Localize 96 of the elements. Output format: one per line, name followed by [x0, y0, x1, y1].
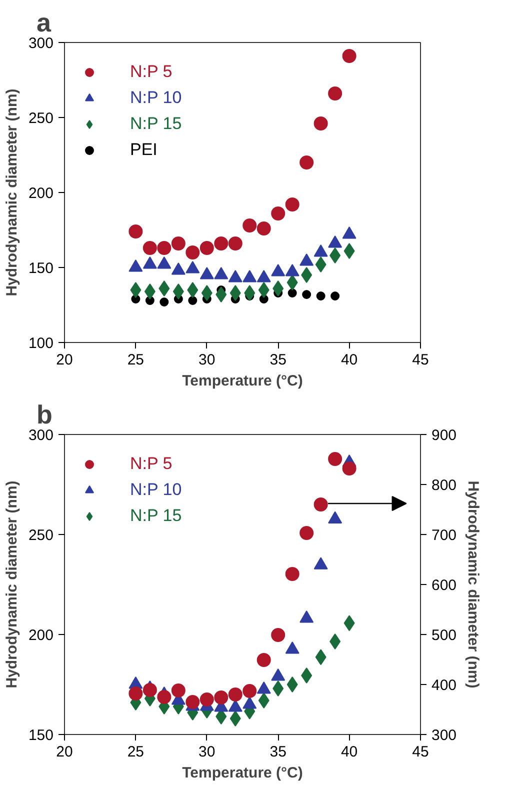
point [244, 285, 256, 301]
y2-tick-label: 300 [432, 727, 457, 744]
x-tick-label: 25 [127, 744, 144, 760]
point [130, 282, 142, 298]
x-tick-label: 20 [56, 352, 73, 368]
point [187, 282, 198, 298]
point [328, 86, 342, 100]
y2-tick-label: 700 [432, 527, 457, 544]
point [302, 290, 312, 299]
point [242, 218, 257, 232]
x-tick-label: 40 [340, 744, 358, 760]
y2-tick-label: 600 [432, 577, 457, 594]
point [142, 683, 157, 697]
point [342, 49, 356, 63]
y2-tick-label: 800 [432, 477, 457, 494]
point [300, 156, 314, 170]
point [288, 288, 297, 298]
y-tick-label: 300 [28, 35, 54, 52]
x-tick-label: 25 [127, 352, 144, 368]
y-tick-label: 200 [28, 185, 54, 202]
x-axis-title: Temperature (°C) [182, 372, 303, 390]
point [157, 690, 172, 704]
point [201, 285, 212, 301]
y-tick-label: 150 [28, 260, 54, 277]
point [314, 116, 328, 130]
point [186, 246, 200, 260]
legend-label: N:P 15 [130, 506, 182, 526]
legend-label: N:P 15 [130, 114, 182, 134]
point [157, 241, 172, 255]
y-tick-label: 300 [28, 427, 54, 444]
y-tick-label: 250 [28, 110, 54, 127]
point [271, 206, 286, 220]
point [344, 243, 355, 259]
x-axis-title: Temperature (°C) [182, 764, 303, 782]
y-tick-label: 250 [28, 527, 54, 544]
point [342, 462, 356, 476]
point [160, 298, 169, 306]
point [300, 526, 314, 540]
point [330, 248, 341, 264]
point [272, 280, 284, 296]
point [128, 686, 143, 700]
point [316, 292, 326, 300]
point [315, 256, 326, 272]
x-tick-label: 40 [340, 352, 358, 368]
point [286, 274, 298, 290]
y-axis-title: Hydrodynamic diameter (nm) [3, 88, 20, 296]
y-axis-title: Hydrodynamic diameter (nm) [3, 480, 20, 688]
point [171, 684, 186, 698]
point [228, 688, 242, 702]
y2-tick-label: 500 [432, 627, 457, 644]
point [230, 285, 241, 301]
y2-tick-label: 400 [432, 677, 457, 694]
y-tick-label: 200 [28, 627, 54, 644]
point [158, 280, 170, 296]
point [142, 241, 157, 255]
point [200, 692, 214, 706]
point [214, 690, 228, 704]
point [171, 236, 186, 250]
point [314, 498, 328, 512]
legend-label: N:P 10 [130, 480, 182, 500]
point [285, 567, 300, 581]
point [301, 267, 312, 283]
x-tick-label: 35 [270, 352, 286, 368]
x-tick-label: 20 [56, 744, 73, 760]
legend-label: PEI [130, 140, 158, 160]
point [258, 282, 270, 298]
legend-label: N:P 10 [130, 88, 182, 108]
point [144, 284, 156, 300]
point [256, 653, 271, 667]
y-tick-label: 100 [28, 335, 54, 352]
legend-label: N:P 5 [130, 454, 172, 474]
chart-title: a [36, 8, 52, 38]
x-tick-label: 45 [412, 352, 429, 368]
point [256, 222, 271, 236]
point [330, 292, 340, 300]
point [214, 236, 228, 250]
point [271, 628, 286, 642]
point [200, 241, 214, 255]
y2-axis-title: Hydrodynamic diameter (nm) [464, 480, 482, 688]
point [228, 236, 242, 250]
point [242, 684, 257, 698]
point [188, 296, 198, 305]
y-tick-label: 150 [28, 727, 54, 744]
legend-label: N:P 5 [130, 62, 172, 82]
x-tick-label: 35 [270, 744, 286, 760]
point [128, 224, 143, 238]
point [172, 284, 184, 300]
x-tick-label: 30 [198, 744, 216, 760]
x-tick-label: 45 [412, 744, 429, 760]
x-tick-label: 30 [198, 352, 216, 368]
chart-title: b [36, 400, 52, 430]
y2-tick-label: 900 [432, 427, 457, 444]
point [186, 695, 200, 709]
point [216, 286, 227, 302]
point [285, 198, 300, 212]
point [328, 452, 342, 466]
